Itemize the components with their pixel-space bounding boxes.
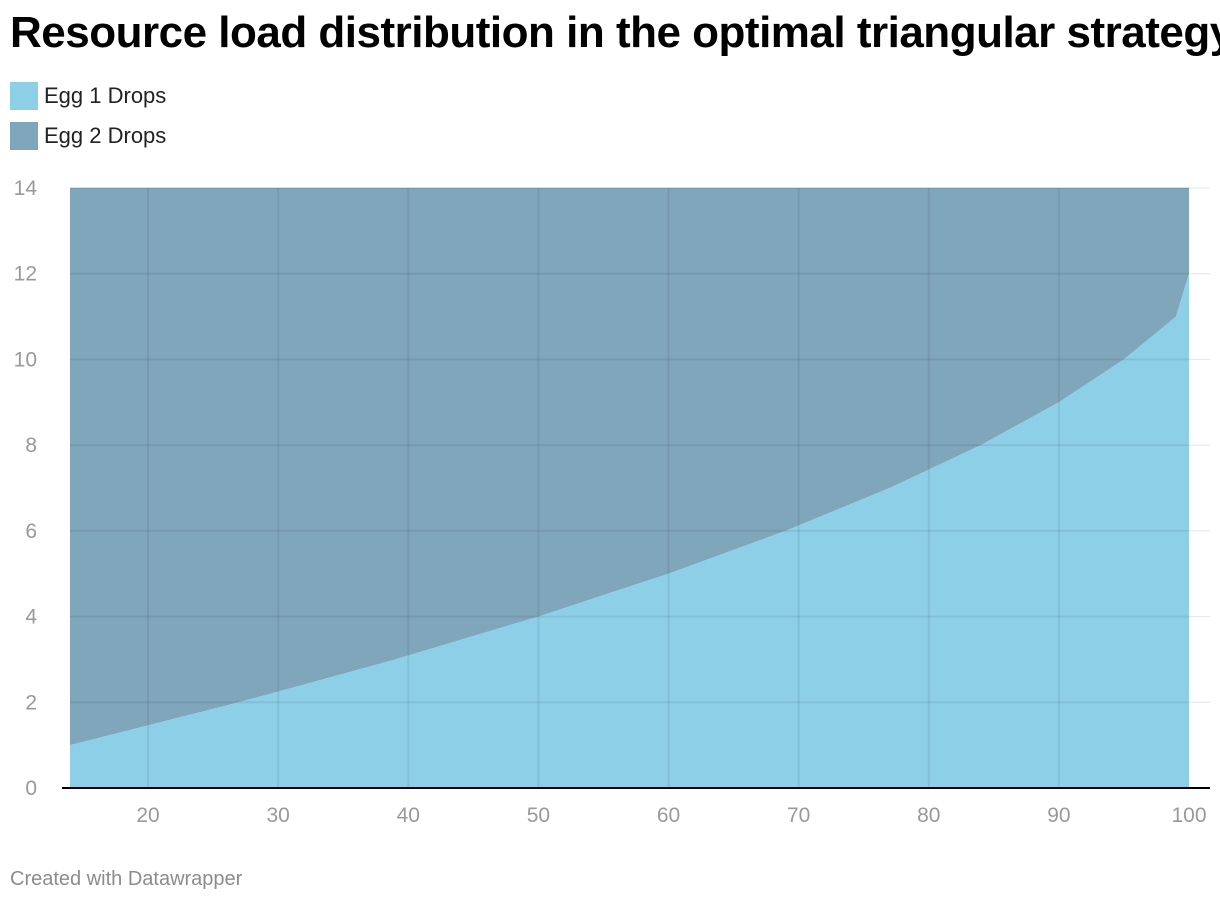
legend: Egg 1 Drops Egg 2 Drops	[10, 82, 166, 162]
chart-title: Resource load distribution in the optima…	[10, 8, 1220, 57]
legend-item-egg2: Egg 2 Drops	[10, 122, 166, 150]
x-tick-label: 50	[527, 804, 550, 827]
y-tick-label: 14	[14, 177, 38, 200]
x-tick-label: 40	[397, 804, 420, 827]
legend-item-egg1: Egg 1 Drops	[10, 82, 166, 110]
y-tick-label: 0	[25, 777, 37, 800]
y-tick-label: 6	[25, 520, 37, 543]
y-tick-label: 10	[14, 348, 37, 371]
y-tick-label: 4	[25, 606, 37, 629]
legend-label-egg2: Egg 2 Drops	[44, 123, 167, 148]
x-tick-label: 60	[657, 804, 680, 827]
x-tick-label: 70	[787, 804, 810, 827]
y-tick-label: 8	[25, 434, 37, 457]
y-tick-label: 2	[25, 691, 37, 714]
area-egg1-drops	[70, 273, 1189, 788]
footer-credit: Created with Datawrapper	[10, 868, 243, 890]
legend-label-egg1: Egg 1 Drops	[44, 83, 167, 108]
x-tick-label: 20	[136, 804, 159, 827]
x-tick-label: 90	[1047, 804, 1070, 827]
x-tick-label: 100	[1171, 804, 1206, 827]
legend-swatch-egg1	[10, 82, 38, 110]
x-tick-label: 30	[267, 804, 290, 827]
legend-swatch-egg2	[10, 122, 38, 150]
y-tick-label: 12	[14, 263, 37, 286]
x-tick-label: 80	[917, 804, 940, 827]
area-egg2-drops	[70, 188, 1189, 746]
